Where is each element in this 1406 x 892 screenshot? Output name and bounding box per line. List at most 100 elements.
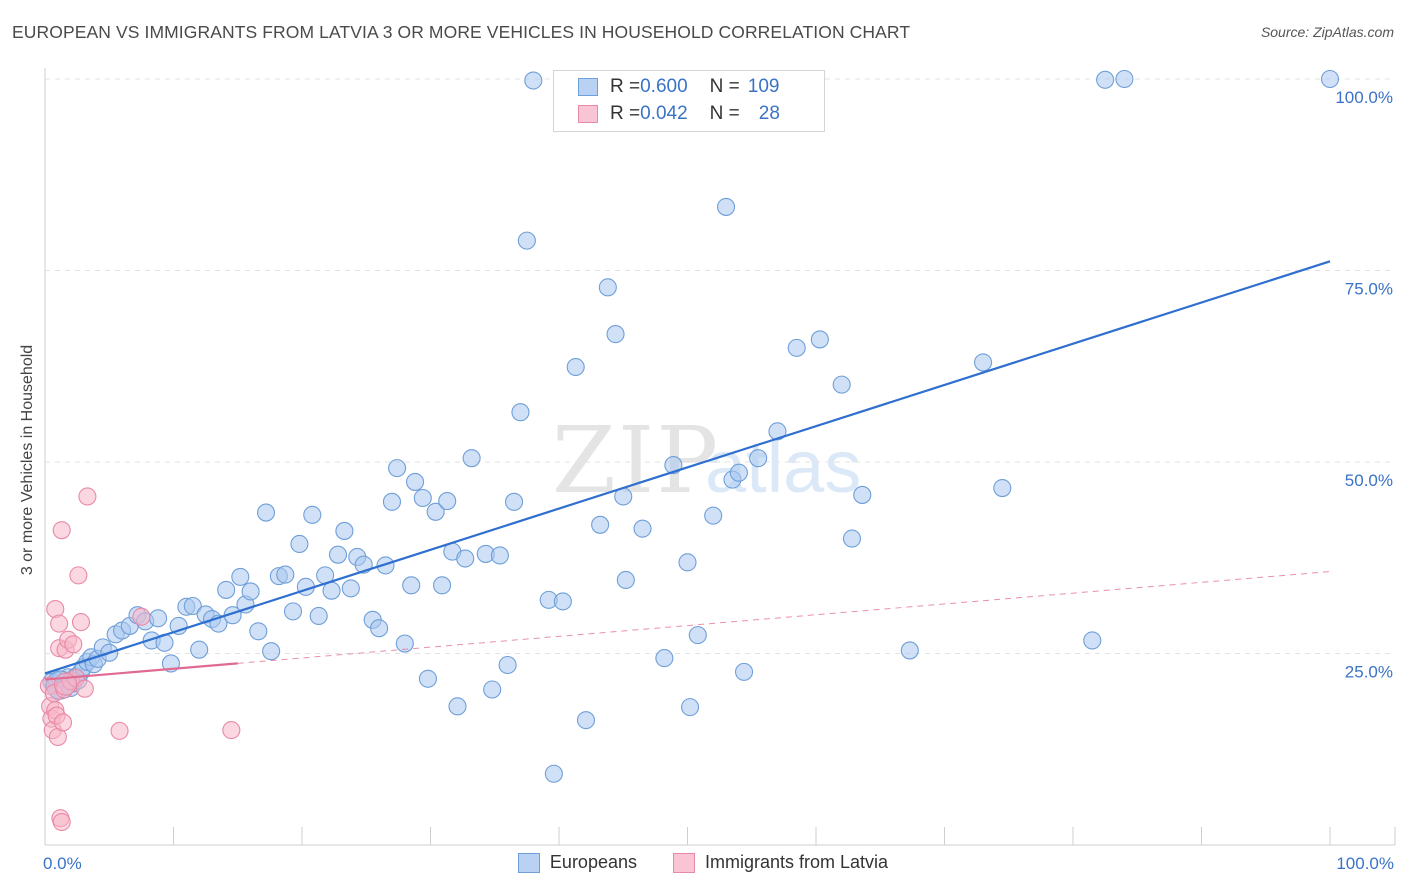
europeans-point: [388, 459, 407, 478]
y-tick-labels: 25.0% 50.0% 75.0% 100.0%: [1335, 88, 1393, 682]
latvia-point: [110, 721, 129, 740]
europeans-point: [290, 534, 309, 554]
europeans-point: [655, 649, 674, 668]
europeans-point: [973, 353, 993, 372]
europeans-point: [1320, 69, 1340, 89]
n-label: N =: [709, 103, 740, 124]
europeans-point: [309, 606, 328, 626]
europeans-point: [149, 609, 168, 628]
stats-legend: R = 0.600 N = 109 R = 0.042 N = 28: [553, 70, 825, 132]
europeans-point: [283, 602, 303, 621]
europeans-point: [900, 641, 919, 660]
europeans-point: [328, 545, 348, 564]
europeans-point: [853, 485, 872, 504]
latvia-point: [71, 613, 91, 632]
europeans-point: [511, 403, 530, 422]
chart-title: EUROPEAN VS IMMIGRANTS FROM LATVIA 3 OR …: [12, 22, 911, 42]
europeans-point: [448, 697, 467, 716]
series-latvia-points: [39, 487, 241, 832]
stats-row-latvia: R = 0.042 N = 28: [554, 101, 780, 127]
watermark: ZIP atlas: [552, 407, 861, 514]
europeans-point: [262, 642, 281, 661]
europeans-point: [370, 619, 389, 638]
europeans-point: [241, 582, 260, 601]
europeans-point: [606, 325, 625, 344]
europeans-point: [664, 456, 683, 475]
europeans-point: [382, 492, 402, 511]
latvia-point: [222, 721, 241, 740]
n-value: 28: [758, 103, 780, 124]
europeans-point: [787, 338, 806, 357]
x-tick-label: 0.0%: [43, 854, 82, 873]
europeans-point: [1083, 631, 1102, 650]
europeans-point: [438, 492, 457, 511]
europeans-point: [395, 634, 414, 653]
latvia-point: [52, 521, 71, 540]
europeans-point: [716, 197, 736, 216]
latvia-point: [52, 812, 71, 832]
europeans-point: [810, 330, 829, 349]
legend-item-europeans[interactable]: Europeans: [517, 852, 637, 873]
europeans-point: [553, 592, 572, 611]
europeans-point: [681, 698, 700, 717]
latvia-point: [132, 607, 151, 626]
source-credit: Source: ZipAtlas.com: [1260, 24, 1394, 40]
latvia-point: [78, 487, 97, 506]
r-value: 0.042: [640, 103, 688, 124]
latvia-swatch: [578, 105, 598, 123]
watermark-atlas: atlas: [705, 425, 861, 508]
legend-item-latvia[interactable]: Immigrants from Latvia: [673, 852, 888, 873]
europeans-point: [749, 449, 768, 468]
europeans-point: [1115, 69, 1134, 89]
europeans-point: [704, 506, 723, 525]
europeans-point: [322, 581, 341, 600]
x-tick-label: 100.0%: [1336, 854, 1394, 873]
latvia-point: [53, 713, 73, 732]
europeans-point: [256, 503, 276, 522]
europeans-point: [729, 463, 748, 482]
europeans-point: [768, 422, 787, 441]
europeans-legend-swatch: [517, 852, 540, 873]
legend-label-latvia: Immigrants from Latvia: [705, 852, 889, 872]
europeans-point: [517, 231, 536, 250]
europeans-point: [566, 357, 585, 377]
europeans-point: [734, 662, 754, 681]
latvia-point: [64, 635, 83, 654]
gridlines: [45, 78, 1395, 654]
europeans-point: [576, 711, 596, 730]
europeans-point: [993, 478, 1012, 498]
y-tick-label: 75.0%: [1345, 280, 1393, 299]
europeans-point: [524, 71, 543, 90]
y-tick-label: 50.0%: [1345, 471, 1393, 490]
europeans-point: [406, 472, 425, 491]
europeans-point: [433, 576, 452, 595]
europeans-point: [413, 488, 432, 508]
europeans-point: [842, 529, 862, 548]
europeans-point: [276, 565, 295, 584]
europeans-point: [678, 553, 697, 572]
europeans-point: [490, 546, 509, 565]
r-value: 0.600: [640, 76, 688, 97]
series-europeans-points: [42, 69, 1340, 783]
europeans-point: [544, 764, 563, 783]
europeans-point: [1096, 70, 1115, 89]
europeans-point: [633, 519, 652, 538]
legend-label-europeans: Europeans: [549, 852, 637, 872]
europeans-point: [483, 680, 502, 699]
europeans-point: [832, 375, 851, 394]
europeans-point: [341, 579, 360, 598]
r-label: R =: [610, 103, 641, 124]
europeans-point: [504, 492, 524, 511]
latvia-legend-swatch: [673, 852, 695, 873]
latvia-trend-line-dashed: [237, 571, 1331, 664]
europeans-trend-line: [44, 260, 1331, 675]
europeans-point: [231, 567, 250, 586]
series-legend: Europeans Immigrants from Latvia: [0, 852, 1406, 873]
x-tick-labels: 0.0% 100.0%: [43, 854, 1394, 873]
europeans-swatch: [578, 78, 598, 96]
trend-lines: [44, 260, 1331, 681]
europeans-point: [303, 505, 322, 524]
europeans-point: [402, 576, 421, 595]
latvia-point: [50, 614, 69, 633]
